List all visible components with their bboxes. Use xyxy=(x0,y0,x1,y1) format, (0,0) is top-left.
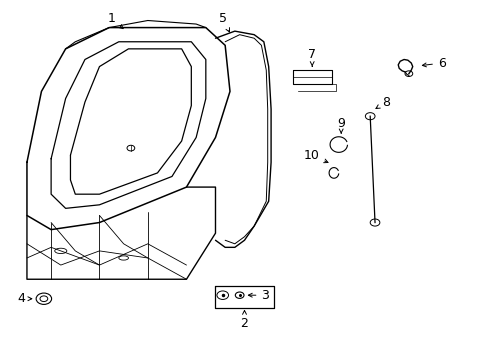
Text: 7: 7 xyxy=(307,48,316,66)
Text: 2: 2 xyxy=(240,310,248,330)
Text: 9: 9 xyxy=(337,117,345,133)
Text: 4: 4 xyxy=(17,292,32,305)
Text: 5: 5 xyxy=(218,12,229,32)
Text: 1: 1 xyxy=(107,12,123,29)
Text: 10: 10 xyxy=(303,149,327,163)
Text: 3: 3 xyxy=(248,289,269,302)
Text: 8: 8 xyxy=(375,95,389,108)
Text: 6: 6 xyxy=(422,57,445,69)
